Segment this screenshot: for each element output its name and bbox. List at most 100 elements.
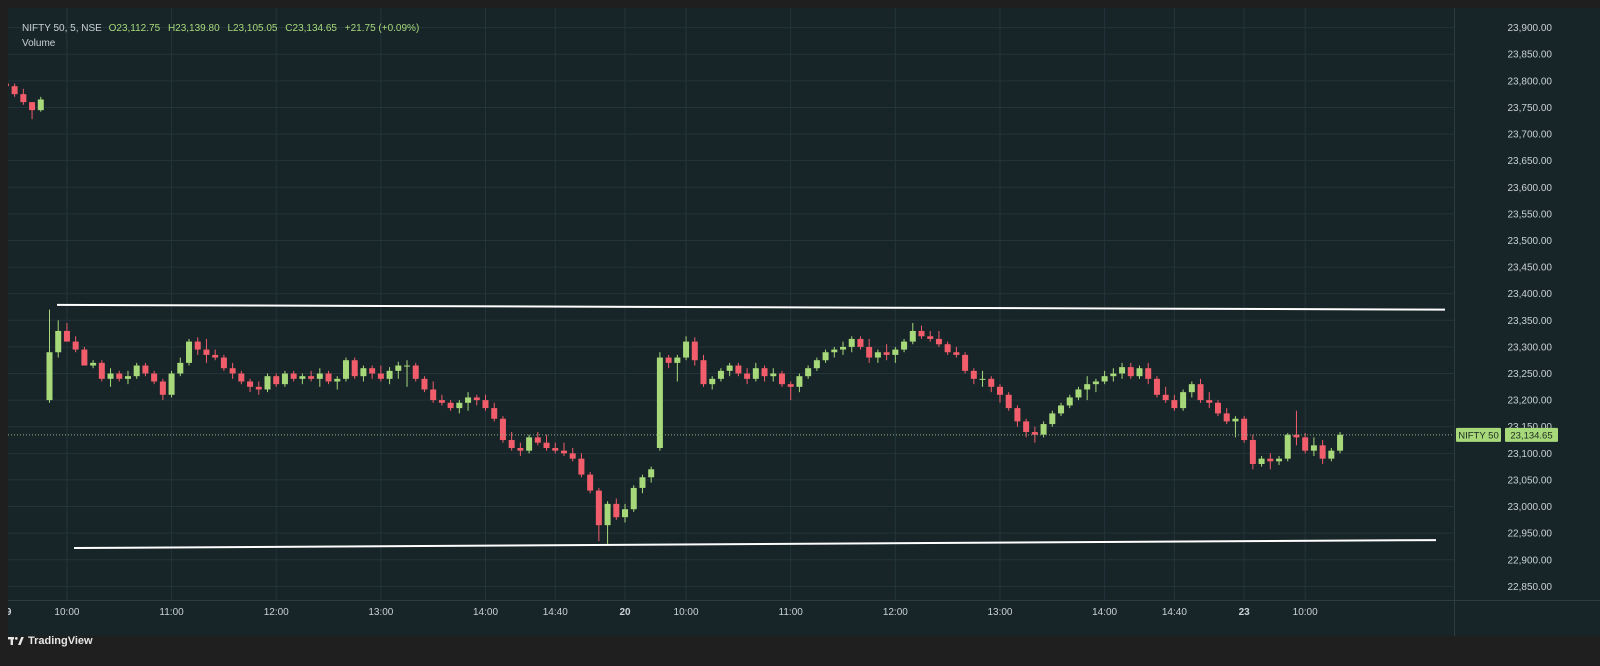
- candle-body: [1284, 434, 1291, 459]
- tradingview-footer[interactable]: TradingView: [8, 630, 93, 652]
- candle-body: [1310, 445, 1317, 451]
- candle: [325, 370, 332, 385]
- candle: [1153, 376, 1160, 398]
- time-tick-label: 11:00: [779, 607, 804, 618]
- candle-body: [691, 341, 698, 361]
- candle: [805, 365, 812, 379]
- candle-body: [1162, 394, 1169, 401]
- candle-body: [90, 362, 97, 366]
- last-price-marker: NIFTY 50 23,134.65: [8, 427, 1558, 442]
- candle: [1214, 400, 1221, 417]
- candle: [1014, 405, 1021, 427]
- candle: [499, 416, 506, 443]
- candle-body: [988, 378, 995, 387]
- candle-body: [787, 384, 794, 387]
- candle-body: [639, 477, 646, 488]
- candle: [124, 370, 131, 385]
- candle: [395, 361, 402, 379]
- candle-body: [203, 349, 210, 355]
- price-axis[interactable]: 23,900.00 23,850.00 23,800.00 23,750.00 23,7…: [1454, 8, 1553, 636]
- candle-body: [526, 437, 533, 451]
- legend-ohlc: O23,112.75 H23,139.80 L23,105.05 C23,134…: [109, 23, 425, 34]
- candle-body: [534, 437, 541, 443]
- candle: [796, 373, 803, 393]
- candle-body: [857, 338, 864, 347]
- candle-body: [238, 373, 245, 382]
- candle: [691, 337, 698, 366]
- candle: [1136, 365, 1143, 379]
- candle-body: [377, 373, 384, 379]
- candle: [709, 376, 716, 390]
- candle: [1005, 392, 1012, 411]
- candle-body: [264, 376, 271, 390]
- candle-body: [979, 378, 986, 380]
- price-tick-label: 23,700.00: [1508, 130, 1553, 141]
- candle-body: [482, 400, 489, 409]
- candle: [1319, 440, 1326, 464]
- candle-body: [421, 378, 428, 390]
- candle-body: [1101, 376, 1108, 382]
- candle-body: [63, 330, 70, 342]
- candle-body: [1153, 378, 1160, 395]
- candle: [491, 402, 498, 422]
- candle-body: [700, 360, 707, 385]
- candle: [630, 485, 637, 512]
- candle: [552, 442, 559, 454]
- candle: [377, 365, 384, 382]
- candle-body: [316, 373, 323, 379]
- price-tick-label: 23,800.00: [1508, 76, 1553, 87]
- candle-body: [1127, 367, 1134, 377]
- candle-body: [456, 402, 463, 409]
- candlestick-chart[interactable]: 23,900.00 23,850.00 23,800.00 23,750.00 23,7…: [8, 8, 1600, 636]
- footer-brand: TradingView: [28, 635, 93, 647]
- candle: [996, 384, 1003, 403]
- candle-body: [29, 102, 36, 111]
- candle-body: [822, 352, 829, 361]
- candle-body: [1180, 392, 1187, 409]
- candle: [752, 362, 759, 382]
- chart-frame[interactable]: 23,900.00 23,850.00 23,800.00 23,750.00 23,7…: [8, 8, 1600, 636]
- candle-body: [473, 397, 480, 401]
- candle-body: [578, 458, 585, 475]
- price-tick-label: 23,550.00: [1508, 209, 1553, 220]
- candle-body: [116, 373, 123, 379]
- candle: [1075, 386, 1082, 401]
- candle-body: [133, 365, 140, 377]
- time-tick-label: 23: [1239, 607, 1251, 618]
- candle-body: [1110, 373, 1117, 377]
- candle: [1249, 434, 1256, 470]
- candle: [639, 474, 646, 494]
- candle-body: [813, 360, 820, 369]
- candle: [29, 102, 36, 120]
- candle: [238, 370, 245, 385]
- candle-body: [883, 352, 890, 355]
- candle-body: [1206, 400, 1213, 403]
- tradingview-logo-icon: [8, 637, 24, 645]
- time-tick-label: 14:00: [1092, 607, 1117, 618]
- candle: [430, 381, 437, 403]
- candle: [613, 498, 620, 520]
- candle: [988, 376, 995, 393]
- candle-body: [46, 352, 53, 401]
- candle: [578, 453, 585, 478]
- candle: [1049, 410, 1056, 427]
- candle-body: [735, 365, 742, 374]
- candle-body: [840, 346, 847, 350]
- candle: [543, 434, 550, 451]
- time-axis[interactable]: 19 10:00 11:00 12:00 13:00 14:00 14:40 20 10:00 1…: [8, 600, 1600, 619]
- candle-body: [1241, 418, 1248, 441]
- candle-body: [595, 490, 602, 526]
- candle: [299, 373, 306, 385]
- candle: [648, 466, 655, 483]
- symbol-legend: NIFTY 50, 5, NSE O23,112.75 H23,139.80 L…: [22, 23, 424, 34]
- candle-body: [360, 368, 367, 377]
- candle: [1284, 433, 1291, 462]
- time-tick-label: 12:00: [883, 607, 908, 618]
- candle-body: [683, 341, 690, 358]
- candle-body: [1319, 445, 1326, 459]
- price-tick-label: 23,900.00: [1508, 23, 1553, 34]
- candle: [1110, 368, 1117, 382]
- candle-body: [752, 368, 759, 379]
- candle-body: [325, 373, 332, 382]
- volume-label[interactable]: Volume: [22, 38, 56, 49]
